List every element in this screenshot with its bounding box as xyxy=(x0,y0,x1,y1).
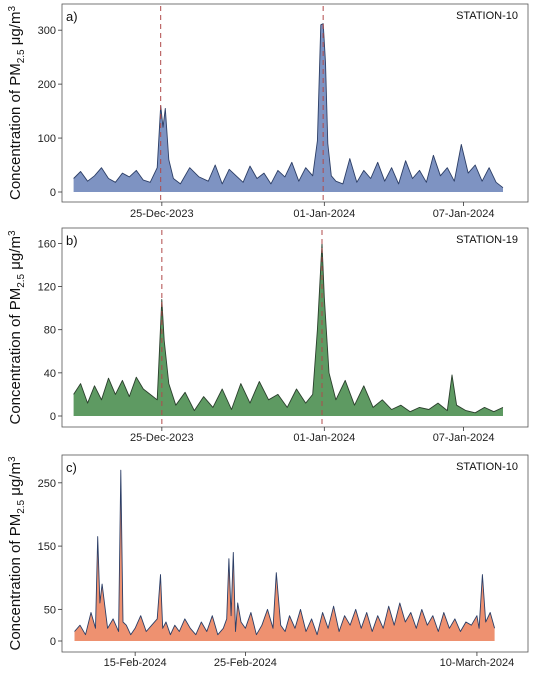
x-tick-label: 25-Dec-2023 xyxy=(130,432,194,444)
series-line xyxy=(73,242,504,414)
station-label: STATION-19 xyxy=(456,234,518,246)
panel-label: b) xyxy=(66,233,78,248)
series-area xyxy=(73,243,503,416)
panel-label: c) xyxy=(66,460,77,475)
y-tick-label: 250 xyxy=(38,478,56,490)
y-axis-label: Concentration of PM2.5 μg/m3 xyxy=(7,230,27,424)
series-area xyxy=(74,470,495,641)
y-axis-label: Concentration of PM2.5 μg/m3 xyxy=(7,456,27,650)
panel-label: a) xyxy=(66,9,78,24)
y-tick-label: 50 xyxy=(44,604,56,616)
plot-frame xyxy=(61,227,529,428)
plot-frame xyxy=(61,454,529,653)
y-tick-label: 100 xyxy=(38,133,56,145)
x-tick-label: 07-Jan-2024 xyxy=(433,208,495,220)
panel-a: 0 100 200 300 25-Dec-2023 01-Jan-2024 07-Jan-2… xyxy=(7,3,529,220)
y-tick-label: 0 xyxy=(50,636,56,648)
y-tick-label: 0 xyxy=(50,411,56,423)
x-tick-label: 25-Dec-2023 xyxy=(130,208,194,220)
series-line xyxy=(73,23,504,189)
y-tick-label: 160 xyxy=(38,238,56,250)
panel-c: 0 50 150 250 15-Feb-2024 25-Feb-2024 10-March-… xyxy=(7,454,529,669)
y-tick-label: 300 xyxy=(38,25,56,37)
series-line xyxy=(74,469,496,636)
y-tick-label: 80 xyxy=(44,325,56,337)
y-tick-label: 120 xyxy=(38,282,56,294)
y-tick-label: 0 xyxy=(50,187,56,199)
y-tick-label: 40 xyxy=(44,368,56,380)
y-tick-label: 200 xyxy=(38,79,56,91)
x-tick-label: 10-March-2024 xyxy=(440,657,515,669)
station-label: STATION-10 xyxy=(456,461,518,473)
x-tick-label: 25-Feb-2024 xyxy=(214,657,277,669)
x-tick-label: 01-Jan-2024 xyxy=(293,432,355,444)
y-tick-label: 150 xyxy=(38,541,56,553)
y-axis-label: Concentration of PM2.5 μg/m3 xyxy=(7,6,27,200)
x-tick-label: 15-Feb-2024 xyxy=(104,657,167,669)
station-label: STATION-10 xyxy=(456,10,518,22)
panel-b: 0 40 80 120 160 25-Dec-2023 01-Jan-2024 07-Jan-… xyxy=(7,227,529,444)
series-area xyxy=(73,23,503,193)
x-tick-label: 07-Jan-2024 xyxy=(433,432,495,444)
x-tick-label: 01-Jan-2024 xyxy=(293,208,355,220)
plot-frame xyxy=(61,3,529,203)
